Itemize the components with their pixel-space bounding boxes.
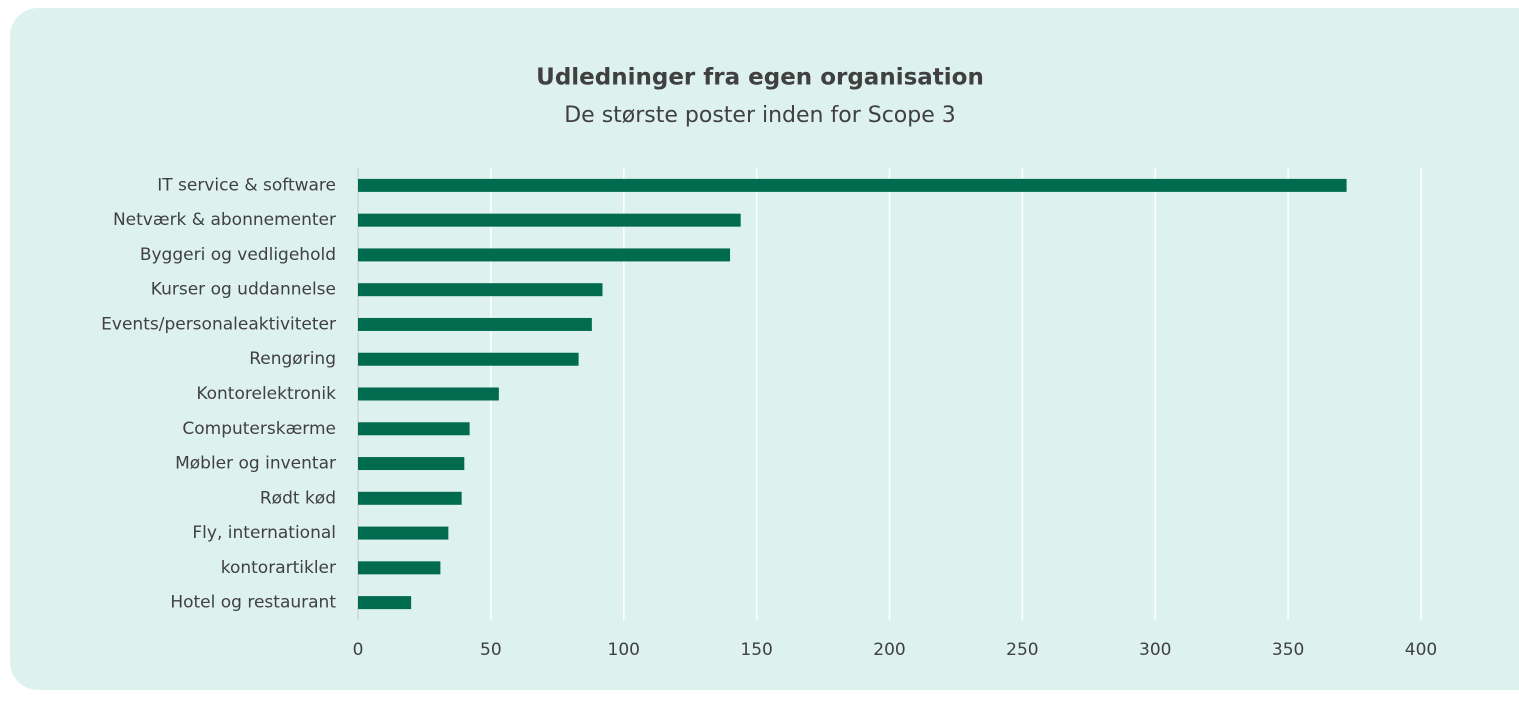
bar (358, 352, 579, 366)
y-tick-label: Netværk & abonnementer (113, 210, 336, 230)
x-tick-label: 200 (873, 640, 905, 660)
bar (358, 422, 470, 436)
x-tick-label: 350 (1272, 640, 1304, 660)
x-tick-label: 250 (1006, 640, 1038, 660)
bar (358, 213, 741, 227)
bar (358, 561, 441, 575)
bar (358, 596, 412, 610)
chart-title: Udledninger fra egen organisation (536, 65, 984, 91)
bar (358, 283, 603, 297)
x-tick-label: 300 (1139, 640, 1171, 660)
x-tick-label: 50 (480, 640, 502, 660)
x-tick-label: 150 (740, 640, 772, 660)
y-tick-label: Events/personaleaktiviteter (101, 314, 336, 334)
chart-subtitle: De største poster inden for Scope 3 (564, 103, 956, 128)
bar (358, 526, 449, 540)
y-tick-label: Kontorelektronik (196, 384, 336, 404)
bar (358, 317, 592, 331)
bar (358, 491, 462, 505)
x-tick-label: 0 (353, 640, 364, 660)
y-tick-label: IT service & software (157, 175, 336, 195)
y-tick-label: Hotel og restaurant (170, 593, 336, 613)
bar (358, 248, 731, 262)
y-tick-label: kontorartikler (221, 558, 336, 578)
x-tick-label: 100 (608, 640, 640, 660)
y-tick-label: Byggeri og vedligehold (140, 245, 336, 265)
bar (358, 457, 465, 471)
y-tick-label: Computerskærme (182, 419, 336, 439)
x-tick-label: 400 (1405, 640, 1437, 660)
y-tick-label: Fly, international (192, 523, 336, 543)
y-tick-label: Møbler og inventar (175, 454, 336, 474)
bar (358, 387, 499, 401)
card (10, 8, 1519, 690)
y-tick-label: Kurser og uddannelse (151, 280, 336, 300)
bar (358, 178, 1347, 192)
y-tick-label: Rødt kød (260, 488, 336, 508)
y-tick-label: Rengøring (249, 349, 336, 369)
